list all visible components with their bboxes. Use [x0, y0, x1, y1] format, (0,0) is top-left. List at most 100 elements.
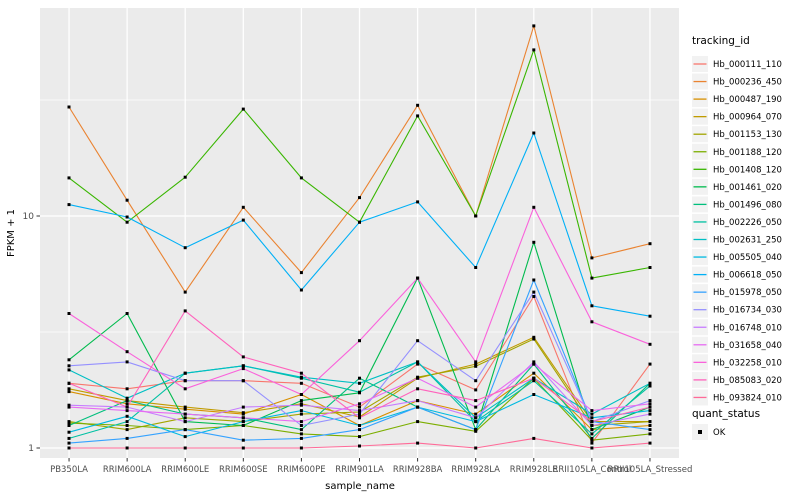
point-Hb_002631_250	[358, 381, 361, 385]
point-Hb_002226_050	[358, 390, 361, 394]
point-Hb_001188_120	[299, 432, 303, 436]
point-Hb_000236_450	[67, 105, 71, 109]
point-Hb_005505_040	[358, 424, 361, 427]
point-Hb_016748_010	[474, 416, 478, 420]
point-Hb_085083_020	[299, 371, 303, 375]
point-Hb_016748_010	[67, 403, 71, 407]
point-Hb_032258_010	[125, 350, 129, 354]
legend-entry-label: Hb_006618_050	[713, 271, 782, 281]
point-Hb_006618_050	[474, 266, 478, 269]
point-Hb_002631_250	[416, 360, 420, 364]
point-Hb_000111_110	[299, 381, 303, 385]
point-Hb_000236_450	[125, 198, 129, 202]
legend-entry-label: Hb_000111_110	[713, 60, 782, 70]
legend-entry-label: OK	[713, 428, 726, 438]
legend-entry-label: Hb_015978_050	[713, 288, 782, 298]
point-Hb_001496_080	[67, 424, 71, 427]
point-Hb_001188_120	[125, 424, 129, 427]
point-Hb_016734_030	[532, 290, 536, 294]
point-Hb_000236_450	[241, 205, 245, 209]
point-Hb_006618_050	[416, 200, 420, 204]
point-Hb_032258_010	[183, 387, 187, 391]
point-Hb_093824_010	[358, 444, 361, 448]
point-Hb_093824_010	[67, 446, 71, 450]
point-Hb_016748_010	[299, 403, 303, 407]
point-Hb_000487_190	[183, 407, 187, 411]
point-Hb_093824_010	[125, 446, 129, 450]
x-tick-label: RRIM901LA	[335, 465, 384, 475]
legend-entry-label: Hb_085083_020	[713, 376, 782, 386]
point-Hb_031658_040	[183, 412, 187, 416]
legend-entry-label: Hb_093824_010	[713, 393, 782, 403]
point-Hb_015978_050	[532, 278, 536, 282]
point-Hb_016748_010	[532, 360, 536, 364]
point-Hb_001408_120	[125, 220, 129, 224]
point-Hb_085083_020	[358, 416, 361, 420]
point-Hb_005505_040	[474, 420, 478, 424]
legend-entry-label: Hb_016734_030	[713, 306, 782, 316]
point-Hb_031658_040	[67, 405, 71, 409]
point-Hb_000111_110	[125, 387, 129, 391]
point-Hb_001408_120	[299, 176, 303, 180]
point-Hb_001496_080	[125, 399, 129, 403]
legend-title-tracking-id: tracking_id	[692, 35, 750, 47]
point-Hb_005505_040	[532, 393, 536, 396]
point-Hb_005505_040	[590, 416, 594, 420]
legend-entry-label: Hb_001188_120	[713, 148, 782, 158]
point-Hb_002226_050	[648, 384, 652, 388]
point-Hb_000487_190	[474, 412, 478, 416]
point-Hb_001153_130	[532, 337, 536, 341]
point-Hb_016734_030	[67, 364, 71, 368]
point-Hb_016748_010	[416, 399, 420, 403]
point-Hb_000964_070	[183, 405, 187, 409]
point-Hb_015978_050	[358, 428, 361, 432]
point-Hb_001408_120	[474, 214, 478, 218]
y-axis-title: FPKM + 1	[6, 209, 17, 257]
legend-quant-status: OK	[692, 424, 726, 440]
point-Hb_015978_050	[648, 428, 652, 432]
legend-title-quant-status: quant_status	[692, 408, 760, 420]
point-Hb_001408_120	[183, 175, 187, 179]
point-Hb_016734_030	[416, 339, 420, 343]
legend-entry-label: Hb_000236_450	[713, 78, 782, 88]
point-Hb_002631_250	[67, 368, 71, 372]
point-Hb_005505_040	[648, 409, 652, 413]
point-Hb_085083_020	[416, 387, 420, 391]
point-Hb_032258_010	[648, 342, 652, 346]
point-Hb_001188_120	[358, 435, 361, 439]
point-Hb_002631_250	[590, 412, 594, 416]
point-Hb_093824_010	[590, 446, 594, 450]
point-Hb_001153_130	[474, 364, 478, 368]
legend-entry-label: Hb_000964_070	[713, 113, 782, 123]
point-Hb_031658_040	[474, 405, 478, 409]
point-Hb_016734_030	[241, 379, 245, 383]
point-Hb_005505_040	[183, 435, 187, 439]
point-Hb_015978_050	[299, 436, 303, 440]
point-Hb_000236_450	[183, 290, 187, 294]
point-Hb_005505_040	[241, 420, 245, 424]
point-Hb_001496_080	[590, 436, 594, 440]
x-axis-title: sample_name	[325, 481, 395, 492]
point-Hb_032258_010	[299, 393, 303, 396]
point-Hb_016748_010	[648, 412, 652, 416]
point-Hb_085083_020	[183, 309, 187, 313]
legend-entry-label: Hb_001408_120	[713, 165, 782, 175]
point-Hb_000236_450	[532, 24, 536, 28]
point-Hb_006618_050	[299, 288, 303, 292]
point-Hb_006618_050	[67, 203, 71, 207]
point-Hb_001188_120	[67, 421, 71, 425]
point-Hb_085083_020	[532, 376, 536, 380]
x-tick-label: RRIM928LA	[451, 465, 500, 475]
legend-entry-label: Hb_032258_010	[713, 358, 782, 368]
point-Hb_085083_020	[125, 405, 129, 409]
point-Hb_000487_190	[125, 402, 129, 406]
x-tick-label: RRII105LA_Stressed	[608, 465, 693, 475]
point-Hb_016734_030	[648, 399, 652, 403]
point-Hb_031658_040	[299, 420, 303, 424]
y-tick-label: 10	[23, 212, 35, 222]
x-tick-label: RRIM600SE	[219, 465, 268, 475]
point-Hb_093824_010	[648, 441, 652, 445]
point-Hb_000964_070	[67, 387, 71, 391]
point-Hb_006618_050	[532, 131, 536, 135]
